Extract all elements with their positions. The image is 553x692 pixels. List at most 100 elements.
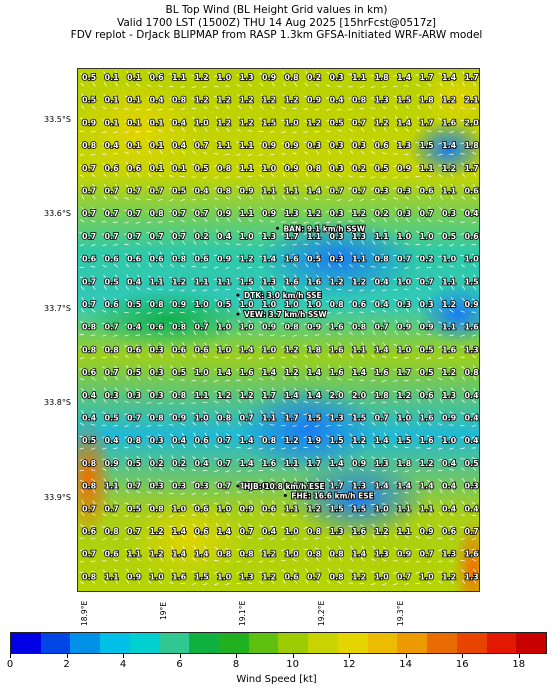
wind-arrow — [406, 116, 410, 121]
wind-arrow — [259, 422, 264, 426]
wind-arrow — [382, 152, 387, 155]
wind-arrow — [79, 255, 85, 258]
wind-arrow — [182, 443, 186, 449]
wind-arrow — [281, 366, 286, 370]
wind-arrow — [124, 400, 129, 404]
wind-arrow — [348, 569, 354, 573]
wind-arrow — [460, 559, 465, 562]
lat-label: 33.7°S — [44, 304, 71, 313]
grid-value: 1.2 — [442, 96, 456, 105]
wind-arrow — [258, 244, 264, 247]
wind-arrow — [449, 105, 454, 110]
grid-value: 1.4 — [217, 368, 232, 377]
wind-arrow — [325, 491, 331, 494]
wind-arrow — [170, 342, 174, 347]
wind-arrow — [383, 139, 387, 144]
wind-arrow — [114, 285, 118, 290]
wind-arrow — [236, 357, 241, 360]
wind-arrow — [315, 185, 320, 189]
wind-arrow — [170, 365, 174, 370]
wind-arrow — [471, 526, 477, 529]
grid-value: 0.8 — [82, 345, 97, 354]
grid-value: 1.1 — [285, 504, 300, 513]
grid-value: 1.0 — [240, 232, 255, 241]
wind-arrow — [146, 311, 152, 315]
wind-arrow — [114, 71, 118, 76]
wind-arrow — [337, 300, 342, 303]
wind-arrow — [135, 401, 141, 404]
wind-arrow — [404, 390, 409, 392]
colorbar-bin — [278, 633, 309, 653]
grid-value: 0.7 — [105, 209, 119, 218]
wind-arrow — [316, 478, 320, 483]
wind-arrow — [180, 422, 185, 426]
grid-value: 0.3 — [127, 391, 141, 400]
wind-arrow — [370, 300, 376, 302]
grid-value: 1.2 — [262, 550, 276, 559]
wind-arrow — [169, 413, 174, 416]
wind-arrow — [382, 278, 387, 281]
wind-arrow — [124, 298, 129, 302]
wind-arrow — [449, 468, 454, 471]
wind-arrow — [249, 206, 253, 211]
wind-arrow — [269, 164, 275, 166]
wind-arrow — [80, 117, 85, 121]
wind-arrow — [214, 512, 219, 516]
wind-arrow — [406, 410, 410, 415]
wind-arrow — [359, 117, 365, 121]
wind-arrow — [146, 119, 152, 122]
lat-label: 33.9°S — [44, 493, 71, 502]
wind-arrow — [359, 366, 365, 370]
colorbar-label: Wind Speed [kt] — [236, 674, 317, 685]
grid-value: 1.1 — [127, 550, 142, 559]
wind-arrow — [191, 97, 197, 99]
wind-arrow — [271, 285, 275, 290]
wind-arrow — [325, 84, 331, 87]
wind-arrow — [103, 489, 107, 494]
wind-arrow — [471, 232, 477, 235]
wind-arrow — [382, 176, 387, 179]
wind-arrow — [137, 263, 141, 268]
wind-arrow — [191, 107, 197, 110]
wind-arrow — [113, 412, 118, 415]
wind-arrow — [238, 409, 242, 415]
wind-map[interactable]: 0.5 0.1 0.1 0.6 1.1 1.2 1.0 1.3 0.9 0.8 0.2 0.3 1.1 1… — [77, 68, 480, 592]
wind-arrow — [371, 354, 376, 358]
wind-arrow — [147, 241, 152, 245]
wind-arrow — [404, 446, 409, 449]
wind-arrow — [359, 187, 365, 190]
grid-value: 0.6 — [285, 572, 300, 581]
wind-arrow — [417, 206, 421, 211]
wind-arrow — [359, 402, 365, 405]
wind-arrow — [462, 489, 466, 494]
grid-value: 0.2 — [307, 73, 321, 82]
grid-value: 1.1 — [375, 232, 390, 241]
wind-arrow — [136, 185, 141, 189]
grid-value: 0.6 — [195, 527, 210, 536]
wind-arrow — [416, 500, 421, 505]
grid-value: 0.3 — [195, 482, 209, 491]
wind-arrow — [451, 387, 454, 392]
wind-arrow — [170, 263, 174, 268]
wind-arrow — [394, 127, 398, 132]
wind-arrow — [271, 489, 275, 494]
grid-value: 0.5 — [82, 436, 97, 445]
grid-value: 1.2 — [375, 527, 389, 536]
grid-value: 0.3 — [330, 255, 344, 264]
wind-arrow — [237, 523, 242, 528]
wind-arrow — [449, 549, 454, 552]
wind-arrow — [382, 457, 387, 460]
grid-value: 1.1 — [442, 187, 457, 196]
grid-value: 0.7 — [82, 187, 96, 196]
wind-arrow — [460, 107, 465, 110]
wind-arrow — [404, 560, 409, 563]
wind-arrow — [92, 398, 96, 403]
wind-arrow — [226, 421, 230, 426]
wind-arrow — [460, 208, 465, 211]
wind-arrow — [439, 184, 443, 189]
grid-value: 0.1 — [127, 96, 142, 105]
wind-arrow — [247, 165, 253, 167]
wind-arrow — [113, 549, 118, 551]
wind-arrow — [102, 366, 107, 370]
grid-value: 0.6 — [172, 345, 187, 354]
